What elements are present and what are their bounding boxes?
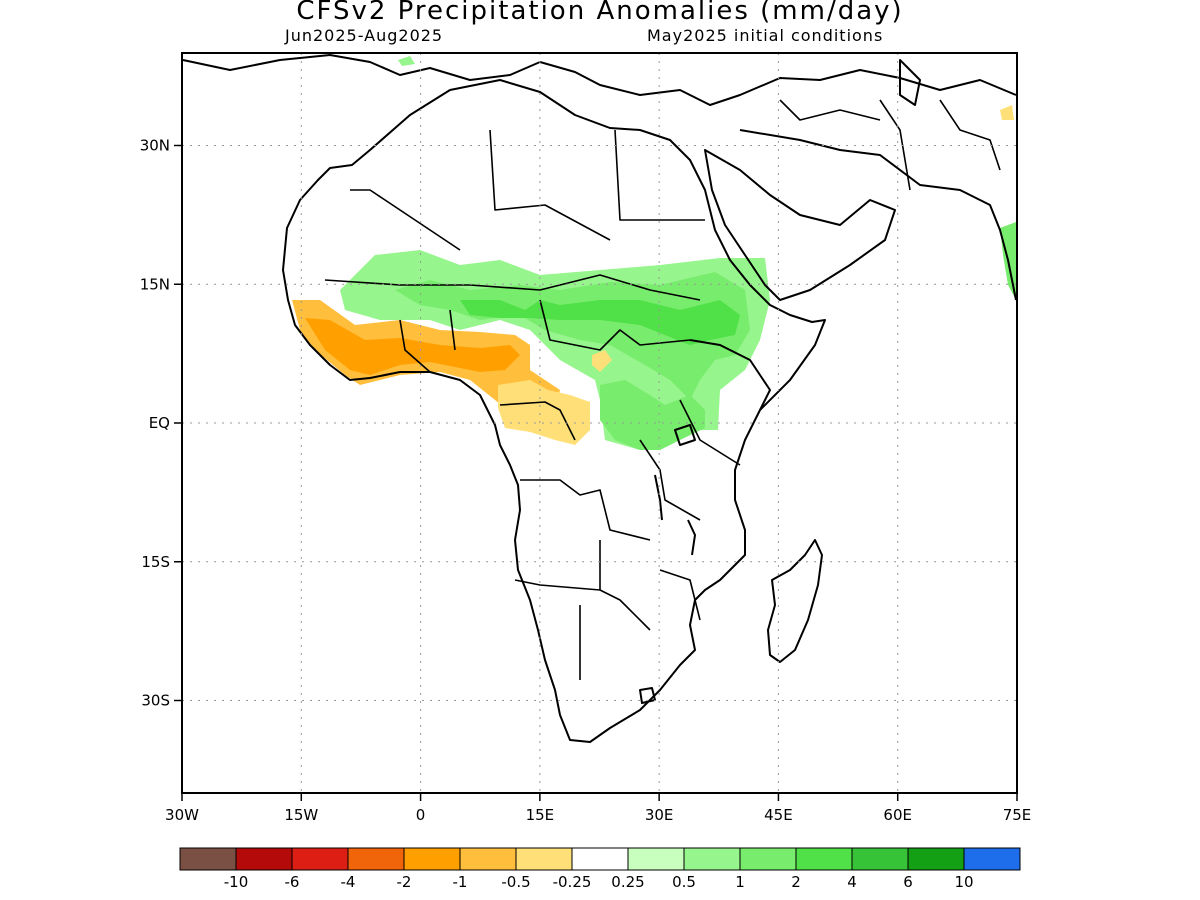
colorbar-label: 10 (954, 873, 973, 891)
country-borders (324, 99, 1001, 680)
lat-tick-label: 15N (140, 275, 170, 293)
lake-tanganyika (654, 474, 663, 521)
border-line (614, 129, 705, 221)
sahel-wet-strong-area (460, 300, 740, 345)
colorbar-label: -4 (341, 873, 356, 891)
colorbar-swatch (459, 847, 517, 871)
colorbar-swatch (739, 847, 797, 871)
forecast-period: Jun2025-Aug2025 (285, 26, 444, 45)
lat-tick-label: 15S (141, 553, 170, 571)
colorbar-label: 4 (847, 873, 857, 891)
lat-tick-label: 30N (140, 137, 170, 155)
lake-victoria (674, 424, 696, 446)
colorbar-swatch (963, 847, 1021, 871)
map-title: CFSv2 Precipitation Anomalies (mm/day) (296, 0, 904, 26)
africa-coastline (282, 79, 826, 743)
lon-tick-label: 30W (165, 806, 199, 824)
colorbar-label: -0.5 (501, 873, 530, 891)
initial-conditions: May2025 initial conditions (647, 26, 884, 45)
lon-tick-label: 60E (883, 806, 912, 824)
mediterranean-wet-area (398, 56, 415, 66)
border-line (539, 299, 691, 351)
colorbar-label: 0.25 (611, 873, 644, 891)
lat-tick-label: 30S (141, 692, 170, 710)
colorbar-label: 0.5 (672, 873, 696, 891)
east-africa-wet-area (600, 380, 705, 450)
lon-tick-label: 15W (284, 806, 318, 824)
europe-coastline (182, 54, 1017, 106)
central-africa-dry-weak-area (498, 380, 590, 445)
border-line (779, 99, 881, 121)
latitude-axis: 30N 15N EQ 15S 30S (140, 137, 182, 710)
guinea-coast-dry-moderate-area (305, 318, 520, 375)
colorbar-swatch (347, 847, 405, 871)
lon-tick-label: 75E (1003, 806, 1032, 824)
border-line (324, 274, 701, 301)
colorbar-label: 1 (735, 873, 745, 891)
colorbar-swatch (179, 847, 237, 871)
longitude-axis: 30W 15W 0 15E 30E 45E 60E 75E (165, 793, 1031, 824)
gridlines (182, 53, 1017, 793)
lat-tick-label: EQ (149, 414, 170, 432)
lon-tick-label: 45E (764, 806, 793, 824)
arabian-peninsula-coastline (704, 149, 896, 301)
asia-coastline (739, 129, 1017, 301)
caspian-coastline (899, 59, 921, 106)
colorbar: -10 -6 -4 -2 -1 -0.5 -0.25 0.25 0.5 1 2 4 6 10 (179, 847, 1021, 891)
colorbar-swatch (907, 847, 965, 871)
colorbar-label: -0.25 (553, 873, 592, 891)
central-africa-dry-patch (592, 350, 612, 372)
lon-tick-label: 30E (645, 806, 674, 824)
border-line (679, 399, 741, 466)
lake-malawi (687, 519, 696, 556)
colorbar-label: -1 (453, 873, 468, 891)
colorbar-label: -6 (285, 873, 300, 891)
border-line (520, 479, 651, 541)
lon-tick-label: 15E (526, 806, 555, 824)
colorbar-label: 6 (903, 873, 913, 891)
colorbar-swatch (795, 847, 853, 871)
colorbar-label: -2 (397, 873, 412, 891)
border-line (639, 439, 701, 521)
colorbar-swatch (683, 847, 741, 871)
colorbar-swatch (515, 847, 573, 871)
border-line (879, 99, 911, 191)
madagascar-coastline (767, 539, 823, 663)
border-line (449, 309, 456, 351)
colorbar-swatch (571, 847, 629, 871)
colorbar-swatch (627, 847, 685, 871)
colorbar-label: -10 (224, 873, 249, 891)
border-line (399, 319, 431, 373)
horn-of-africa-border (689, 339, 771, 411)
colorbar-label: 2 (791, 873, 801, 891)
border-line (939, 99, 1001, 171)
lon-tick-label: 0 (416, 806, 426, 824)
india-dry-patch (1000, 105, 1014, 120)
colorbar-swatch (291, 847, 349, 871)
coastlines (182, 54, 1017, 743)
colorbar-swatch (851, 847, 909, 871)
border-line (489, 129, 611, 241)
border-line (350, 189, 461, 251)
border-line (659, 569, 701, 621)
border-line (499, 401, 576, 441)
colorbar-swatch (403, 847, 461, 871)
colorbar-swatch (235, 847, 293, 871)
anomaly-shading (292, 56, 1016, 450)
